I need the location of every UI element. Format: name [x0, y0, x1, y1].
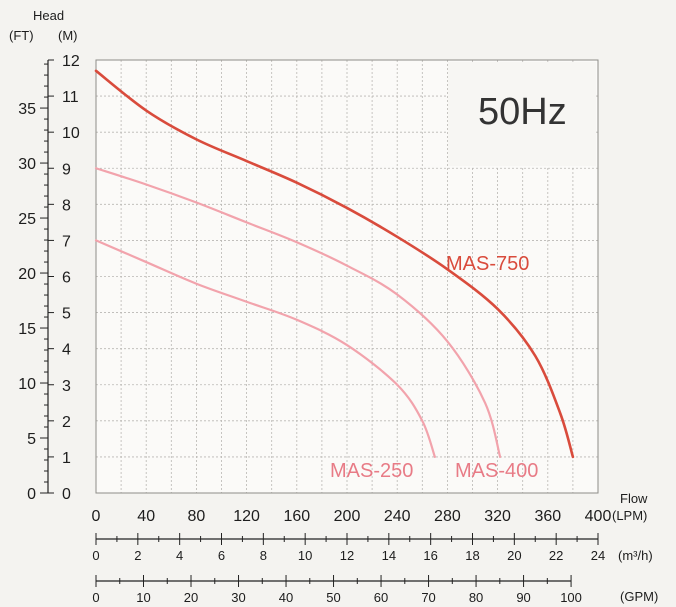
y-tick-label-ft: 35: [18, 101, 36, 118]
y-axis-m-unit: (M): [58, 28, 78, 43]
x-tick-label-gpm: 50: [326, 590, 340, 605]
x-tick-label-m3h: 20: [507, 548, 521, 563]
x-axis-gpm-unit: (GPM): [620, 589, 658, 604]
pump-curves: [94, 69, 575, 459]
x-tick-label-m3h: 14: [382, 548, 396, 563]
curve-mas-400: [94, 167, 502, 459]
x-tick-label-m3h: 16: [423, 548, 437, 563]
x-tick-label-m3h: 12: [340, 548, 354, 563]
x-tick-label-lpm: 280: [434, 508, 461, 525]
series-label-mas-400: MAS-400: [455, 460, 538, 482]
x-tick-label-lpm: 40: [137, 508, 155, 525]
y-tick-label-ft: 10: [18, 376, 36, 393]
y-tick-label-m: 5: [62, 306, 71, 323]
x-tick-label-gpm: 100: [560, 590, 582, 605]
x-tick-label-lpm: 80: [188, 508, 206, 525]
curve-mas-750: [94, 69, 575, 459]
y-axis-title: Head: [33, 8, 64, 23]
y-tick-label-m: 2: [62, 414, 71, 431]
x-axis-m3h-unit: (m³/h): [618, 548, 653, 563]
frequency-box: [448, 62, 596, 166]
x-tick-label-lpm: 200: [334, 508, 361, 525]
y-tick-label-ft: 25: [18, 211, 36, 228]
y-tick-label-m: 6: [62, 270, 71, 287]
x-tick-label-lpm: 400: [585, 508, 612, 525]
x-tick-label-gpm: 80: [469, 590, 483, 605]
x-tick-label-gpm: 90: [516, 590, 530, 605]
x-tick-label-m3h: 24: [591, 548, 605, 563]
x-axis-lpm-unit: (LPM): [612, 508, 647, 523]
y-tick-label-m: 8: [62, 197, 71, 214]
x-tick-label-m3h: 0: [92, 548, 99, 563]
x-tick-label-m3h: 10: [298, 548, 312, 563]
x-tick-label-gpm: 0: [92, 590, 99, 605]
series-labels: MAS-250 MAS-400 MAS-750: [330, 253, 538, 482]
y-tick-label-ft: 5: [27, 431, 36, 448]
plot-frame: [95, 59, 599, 494]
x-tick-label-m3h: 8: [260, 548, 267, 563]
y-tick-label-ft: 30: [18, 156, 36, 173]
y-tick-label-m: 12: [62, 53, 80, 70]
y-tick-label-m: 10: [62, 125, 80, 142]
y-tick-label-ft: 15: [18, 321, 36, 338]
y-axis-ft-unit: (FT): [9, 28, 34, 43]
x-tick-label-gpm: 10: [136, 590, 150, 605]
y-tick-label-m: 11: [62, 89, 79, 106]
x-axis-title: Flow: [620, 491, 648, 506]
frequency-label: 50Hz: [478, 91, 567, 133]
y-tick-label-m: 0: [62, 486, 71, 503]
x-tick-label-m3h: 2: [134, 548, 141, 563]
y-tick-label-m: 9: [62, 161, 71, 178]
x-tick-label-m3h: 6: [218, 548, 225, 563]
curve-mas-250: [94, 239, 436, 459]
y-tick-label-ft: 20: [18, 266, 36, 283]
series-label-mas-750: MAS-750: [446, 253, 529, 275]
y-tick-label-m: 3: [62, 378, 71, 395]
y-tick-label-m: 4: [62, 342, 71, 359]
x-tick-label-gpm: 40: [279, 590, 293, 605]
y-tick-label-ft: 0: [27, 486, 36, 503]
series-label-mas-250: MAS-250: [330, 460, 413, 482]
x-tick-label-lpm: 360: [534, 508, 561, 525]
x-tick-label-gpm: 60: [374, 590, 388, 605]
x-tick-label-gpm: 70: [421, 590, 435, 605]
x-tick-label-m3h: 22: [549, 548, 563, 563]
x-tick-label-lpm: 0: [92, 508, 101, 525]
x-tick-label-gpm: 30: [231, 590, 245, 605]
x-tick-label-lpm: 160: [283, 508, 310, 525]
x-tick-label-lpm: 240: [384, 508, 411, 525]
x-tick-label-m3h: 18: [465, 548, 479, 563]
x-tick-label-lpm: 320: [484, 508, 511, 525]
x-tick-label-m3h: 4: [176, 548, 183, 563]
y-tick-label-m: 7: [62, 233, 71, 250]
x-tick-label-lpm: 120: [233, 508, 260, 525]
x-tick-label-gpm: 20: [184, 590, 198, 605]
y-tick-label-m: 1: [62, 450, 71, 467]
